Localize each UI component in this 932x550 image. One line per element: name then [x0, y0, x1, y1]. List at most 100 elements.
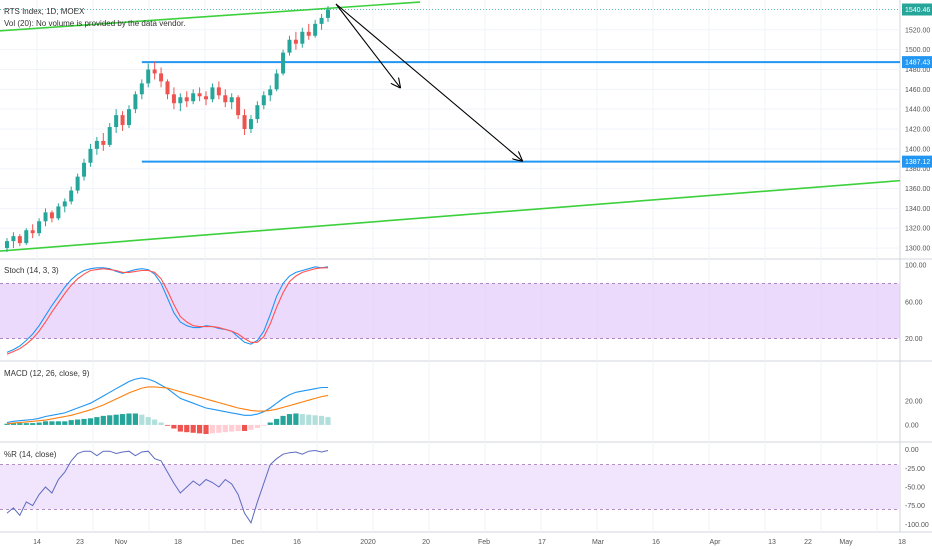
- candle[interactable]: [82, 158, 87, 181]
- candle[interactable]: [204, 91, 209, 106]
- candle[interactable]: [274, 69, 279, 92]
- candle[interactable]: [191, 89, 196, 105]
- candle[interactable]: [313, 19, 318, 38]
- candle[interactable]: [139, 79, 144, 100]
- candle[interactable]: [236, 95, 241, 120]
- candle[interactable]: [248, 115, 253, 133]
- candle[interactable]: [216, 81, 221, 100]
- macd-histogram-bar: [139, 414, 145, 425]
- candle[interactable]: [17, 234, 22, 247]
- candle[interactable]: [152, 61, 157, 80]
- candle[interactable]: [159, 67, 164, 88]
- candle[interactable]: [306, 23, 311, 40]
- time-tick-label: Feb: [478, 539, 490, 546]
- candle-body: [255, 105, 260, 120]
- time-tick-label: May: [839, 539, 853, 546]
- candle[interactable]: [107, 123, 112, 147]
- candle-body: [268, 89, 273, 96]
- time-axis[interactable]: 14 23 Nov 18 Dec 16 2020 20 Feb 17 Mar 16 Apr 13 22 May…: [33, 539, 906, 546]
- candle[interactable]: [293, 31, 298, 50]
- candle-body: [313, 23, 318, 36]
- candle-body: [204, 96, 209, 100]
- macd-histogram-bar: [293, 413, 299, 425]
- williams-r-pane[interactable]: [0, 449, 900, 524]
- chart-title: RTS Index, 1D, MOEX: [4, 7, 85, 16]
- candle[interactable]: [184, 91, 189, 108]
- candle[interactable]: [30, 224, 35, 239]
- macd-histogram-bar: [75, 419, 81, 425]
- price-tag-label: 1487.43: [905, 60, 930, 67]
- candle[interactable]: [69, 186, 74, 205]
- candle[interactable]: [223, 89, 228, 108]
- macd-histogram-bar: [42, 421, 49, 425]
- candle[interactable]: [171, 87, 176, 110]
- candle[interactable]: [281, 49, 286, 76]
- candle[interactable]: [133, 91, 138, 114]
- candle[interactable]: [287, 35, 292, 56]
- candle-body: [216, 87, 221, 96]
- price-tag-background: [902, 3, 932, 16]
- candle[interactable]: [24, 228, 29, 246]
- candle-body: [229, 97, 234, 103]
- stoch-title: Stoch (14, 3, 3): [4, 266, 59, 275]
- candle-body: [281, 52, 286, 74]
- price-tag[interactable]: 1540.46: [902, 3, 932, 16]
- time-tick-label: Nov: [115, 539, 128, 546]
- candle[interactable]: [88, 143, 93, 167]
- candle-body: [69, 190, 74, 202]
- price-axis[interactable]: 1520.00 1500.00 1480.00 1460.00 1440.00 1420.…: [902, 3, 932, 529]
- macd-histogram-bar: [94, 417, 100, 425]
- candle[interactable]: [62, 198, 67, 213]
- candle[interactable]: [255, 101, 260, 124]
- forecast-arrow[interactable]: [335, 3, 400, 87]
- candle[interactable]: [326, 5, 330, 22]
- candle[interactable]: [229, 93, 234, 110]
- time-tick-label: Apr: [710, 539, 722, 546]
- macd-histogram-bar: [209, 424, 216, 434]
- candle[interactable]: [319, 13, 324, 30]
- candle[interactable]: [242, 109, 247, 135]
- macd-histogram-bar: [203, 424, 209, 434]
- candle[interactable]: [197, 87, 202, 102]
- candle[interactable]: [37, 218, 42, 237]
- candle[interactable]: [146, 63, 151, 88]
- price-pane[interactable]: [0, 1, 901, 253]
- candle[interactable]: [165, 79, 170, 100]
- candle-body: [62, 201, 67, 207]
- candle-body: [171, 94, 176, 104]
- macd-histogram-bar: [164, 424, 171, 426]
- candle[interactable]: [75, 173, 80, 194]
- macd-pane[interactable]: [4, 377, 331, 434]
- candle-body: [120, 115, 125, 126]
- candle[interactable]: [11, 232, 16, 249]
- price-tag[interactable]: 1487.43: [902, 56, 932, 69]
- candle[interactable]: [94, 136, 99, 155]
- candle[interactable]: [5, 238, 9, 253]
- candle[interactable]: [268, 85, 273, 102]
- candle[interactable]: [300, 27, 305, 48]
- candle[interactable]: [178, 93, 183, 112]
- macd-histogram-bar: [107, 415, 113, 425]
- stoch-pane[interactable]: [0, 266, 900, 355]
- grid-layer: [0, 0, 932, 533]
- candle[interactable]: [43, 208, 48, 227]
- candle[interactable]: [120, 111, 125, 132]
- macd-histogram-bar: [312, 415, 318, 425]
- candle-body: [326, 9, 330, 18]
- time-tick-label: 2020: [360, 539, 376, 546]
- candle[interactable]: [56, 203, 61, 221]
- candle[interactable]: [114, 109, 119, 133]
- candle[interactable]: [126, 105, 131, 129]
- candle[interactable]: [101, 132, 106, 151]
- price-tick-label: 1320.00: [905, 226, 930, 233]
- candle-body: [94, 140, 99, 149]
- macd-histogram-bar: [100, 415, 106, 425]
- price-tag[interactable]: 1387.12: [902, 155, 932, 168]
- candle[interactable]: [210, 83, 215, 103]
- candle[interactable]: [49, 210, 54, 223]
- macd-histogram-bar: [119, 414, 126, 425]
- candle-body: [152, 69, 157, 74]
- candle[interactable]: [261, 91, 266, 110]
- forecast-arrow[interactable]: [335, 3, 522, 161]
